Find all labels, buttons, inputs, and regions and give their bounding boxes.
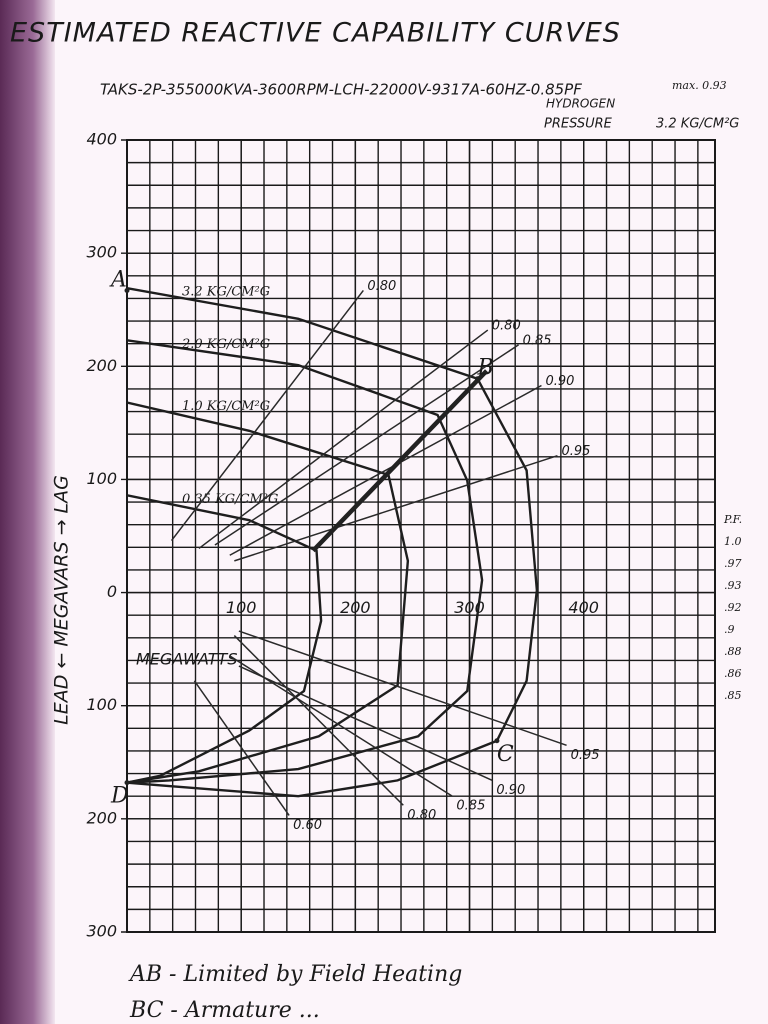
pf-label: 0.95: [571, 748, 600, 763]
point-label: C: [497, 742, 514, 767]
side-note: .97: [724, 557, 742, 570]
handwritten-note: BC - Armature ...: [129, 998, 320, 1023]
hydrogen-label: HYDROGEN: [546, 97, 615, 111]
limit-point: [124, 287, 130, 293]
pf-line: [193, 680, 290, 816]
side-note: P.F.: [723, 513, 742, 526]
point-label: D: [110, 784, 129, 809]
pf-label: 0.60: [293, 818, 322, 833]
y-tick-label: 400: [86, 130, 117, 149]
chart-subtitle: TAKS-2P-355000KVA-3600RPM-LCH-22000V-931…: [100, 81, 582, 99]
y-tick-label: 0: [107, 582, 117, 601]
capability-curve: [126, 287, 539, 798]
limit-point: [494, 738, 500, 744]
handwritten-note: AB - Limited by Field Heating: [128, 962, 462, 987]
pf-label: 0.85: [456, 799, 485, 814]
point-label: A: [109, 267, 127, 292]
y-tick-label: 200: [86, 808, 117, 827]
pf-line: [233, 635, 404, 806]
pf-line: [238, 665, 493, 782]
pf-label: 0.85: [523, 333, 552, 348]
y-tick-label: 100: [86, 469, 117, 488]
pf-label: 0.90: [545, 374, 574, 389]
pf-line: [229, 384, 542, 556]
side-note: .85: [724, 689, 742, 702]
pf-label: 0.80: [367, 279, 396, 294]
side-note: .93: [724, 579, 742, 592]
pressure-label: PRESSURE: [544, 117, 613, 132]
side-note: .92: [724, 601, 742, 614]
pf-line: [214, 344, 520, 546]
limit-point: [124, 780, 130, 786]
side-note: 1.0: [724, 535, 742, 548]
scan-edge: [0, 0, 55, 1024]
pf-line: [198, 329, 489, 550]
curve-label: 3.2 KG/CM²G: [182, 285, 270, 300]
pressure-value: 3.2 KG/CM²G: [656, 117, 739, 132]
y-axis-label: LEAD ← MEGAVARS → LAG: [51, 475, 73, 725]
capability-curve: [126, 401, 410, 784]
x-tick-label: 100: [226, 598, 257, 617]
side-note: .86: [724, 667, 742, 680]
knee-line: [311, 369, 489, 553]
curve-label: 1.0 KG/CM²G: [182, 399, 270, 414]
pf-label: 0.90: [496, 783, 525, 798]
point-label: B: [477, 356, 494, 381]
limit-point: [475, 376, 481, 382]
side-note: .88: [724, 645, 742, 658]
side-note: .9: [724, 623, 735, 636]
y-tick-label: 200: [86, 356, 117, 375]
x-tick-label: 400: [568, 598, 599, 617]
x-axis-label: MEGAWATTS: [136, 650, 237, 669]
annotation: max. 0.93: [672, 79, 727, 92]
pf-label: 0.95: [561, 444, 590, 459]
x-tick-label: 200: [340, 598, 371, 617]
capability-curve: [126, 339, 484, 784]
y-tick-label: 300: [86, 922, 117, 941]
pf-line: [170, 290, 364, 541]
pf-label: 0.80: [492, 319, 521, 334]
curve-label: 2.0 KG/CM²G: [181, 337, 270, 352]
pf-line: [238, 630, 567, 747]
pf-label: 0.80: [407, 808, 436, 823]
pf-line: [234, 454, 558, 562]
y-tick-label: 300: [86, 243, 117, 262]
y-tick-label: 100: [86, 695, 117, 714]
chart-title: ESTIMATED REACTIVE CAPABILITY CURVES: [10, 18, 621, 49]
